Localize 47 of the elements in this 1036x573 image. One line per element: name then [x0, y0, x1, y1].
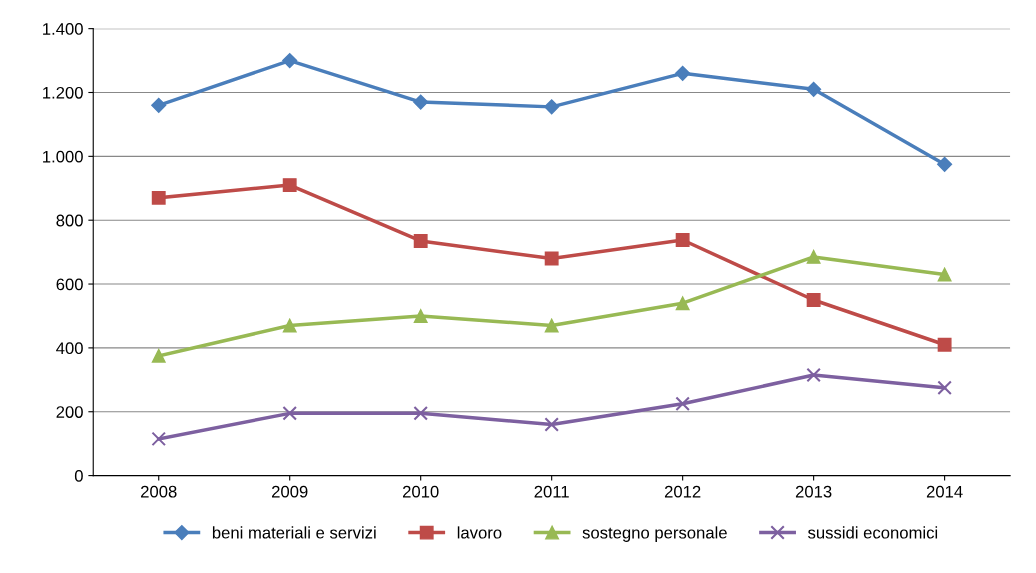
- x-tick-label: 2008: [141, 485, 177, 498]
- x-tick-label: 2014: [926, 485, 963, 498]
- point: [937, 337, 952, 352]
- point: [151, 190, 166, 205]
- x-tick-label: 2013: [795, 485, 832, 498]
- y-tick-label: 1.400: [43, 23, 83, 35]
- y-tick-label: 600: [56, 278, 83, 291]
- point: [282, 406, 297, 421]
- legend-label: lavoro: [457, 526, 502, 539]
- point: [282, 318, 297, 333]
- point: [544, 251, 559, 266]
- point: [282, 178, 297, 193]
- point: [544, 99, 560, 115]
- legend-label: beni materiali e servizi: [212, 526, 376, 539]
- x-tick-label: 2011: [534, 485, 569, 498]
- point: [675, 396, 690, 412]
- point: [413, 309, 428, 323]
- point: [806, 293, 821, 307]
- y-tick-label: 200: [56, 406, 83, 418]
- legend-label: sostegno personale: [582, 526, 727, 542]
- x-tick-label: 2010: [402, 485, 439, 498]
- point: [937, 380, 952, 396]
- legend-label: sussidi economici: [808, 526, 938, 539]
- point: [151, 431, 167, 447]
- point: [937, 156, 953, 172]
- point: [544, 417, 559, 432]
- point: [806, 249, 821, 264]
- x-tick-label: 2009: [272, 485, 308, 498]
- y-tick-label: 1.000: [43, 150, 83, 163]
- point: [151, 348, 166, 363]
- y-tick-label: 400: [56, 342, 83, 355]
- point: [806, 81, 822, 97]
- y-tick-label: 1.200: [43, 86, 83, 99]
- point: [675, 65, 691, 81]
- x-tick-label: 2012: [664, 485, 701, 498]
- point: [413, 234, 428, 248]
- point: [675, 233, 690, 247]
- point: [151, 97, 167, 113]
- point: [806, 367, 821, 383]
- y-tick-label: 800: [56, 214, 83, 227]
- point: [937, 267, 952, 282]
- point: [675, 296, 690, 311]
- point: [282, 53, 298, 69]
- point: [413, 94, 429, 110]
- point: [544, 318, 559, 333]
- y-tick-label: 0: [74, 469, 83, 482]
- point: [413, 406, 428, 421]
